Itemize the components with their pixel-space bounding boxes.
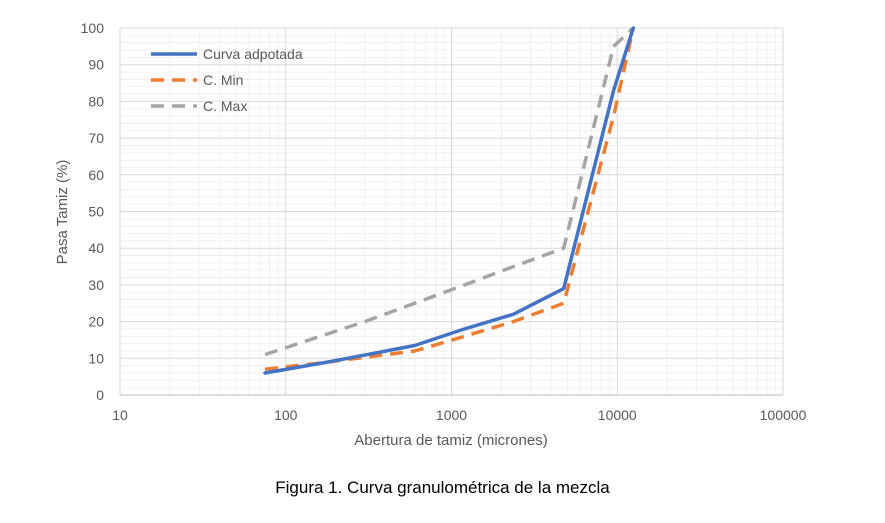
series-line-c-min [264,27,636,372]
legend: Curva adpotada C. Min C. Max [151,46,303,114]
x-tick-label: 10000 [598,407,637,423]
y-tick-label: 10 [88,350,104,366]
granulometric-chart: 0 10 20 30 40 50 60 70 80 90 100 10 100 1000 10000 100… [54,20,807,449]
y-tick-label: 90 [88,57,104,73]
y-tick-label: 0 [96,387,104,403]
y-tick-label: 20 [88,314,104,330]
x-axis-label: Abertura de tamiz (micrones) [354,432,547,449]
x-tick-label: 100000 [760,407,807,423]
y-tick-label: 80 [88,93,104,109]
legend-label: C. Max [203,98,247,114]
x-axis-tick-labels: 10 100 1000 10000 100000 [112,407,806,423]
y-tick-label: 70 [88,130,104,146]
y-tick-label: 60 [88,167,104,183]
x-tick-label: 1000 [436,407,467,423]
y-axis-label: Pasa Tamiz (%) [54,160,71,265]
series-line-curva-adpotada [263,26,636,375]
y-tick-label: 50 [88,204,104,220]
legend-label: Curva adpotada [203,46,303,62]
major-gridlines [119,27,784,396]
x-tick-label: 10 [112,407,128,423]
x-tick-label: 100 [274,407,298,423]
y-tick-label: 30 [88,277,104,293]
y-tick-label: 100 [81,20,105,36]
legend-label: C. Min [203,72,243,88]
series-line-c-max [264,26,635,357]
y-tick-label: 40 [88,240,104,256]
series-lines [263,26,636,375]
y-axis-tick-labels: 0 10 20 30 40 50 60 70 80 90 100 [81,20,105,403]
figure-caption: Figura 1. Curva granulométrica de la mez… [275,478,610,497]
